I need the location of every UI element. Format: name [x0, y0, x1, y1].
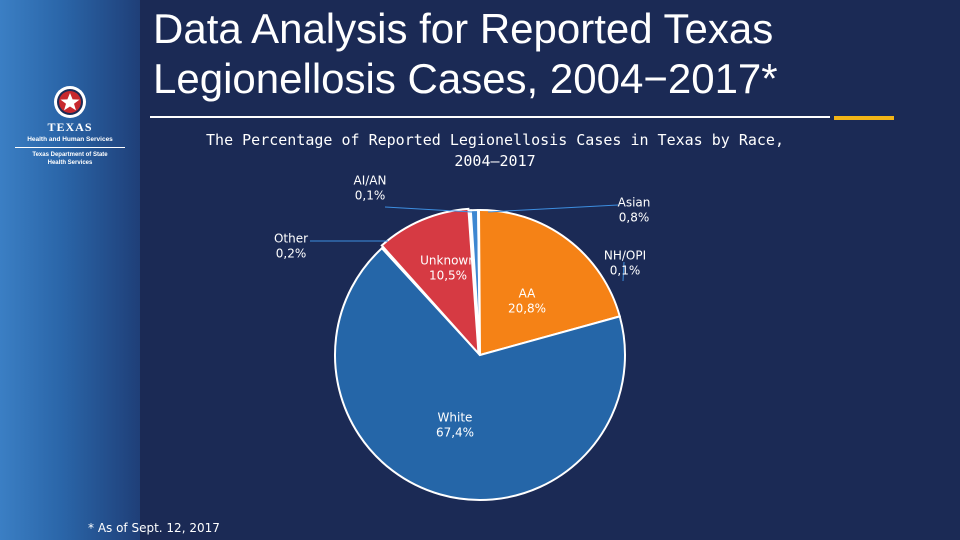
data-label-asian-name: Asian	[618, 196, 651, 210]
data-label-unknown-name: Unknown	[420, 254, 476, 268]
star-seal-icon	[54, 86, 86, 118]
leader-line-asian	[487, 204, 619, 213]
footnote: * As of Sept. 12, 2017	[88, 521, 220, 535]
logo-dshs-text-1: Texas Department of State	[32, 152, 108, 158]
data-label-unknown-value: 10,5%	[429, 269, 467, 283]
slide-title: Data Analysis for Reported Texas Legione…	[153, 5, 778, 102]
data-label-white-value: 67,4%	[436, 426, 474, 440]
logo-texas-text: TEXAS	[47, 120, 93, 134]
data-label-aa-value: 20,8%	[508, 302, 546, 316]
leader-lines	[310, 204, 625, 282]
data-label-other-name: Other	[274, 232, 308, 246]
data-label-white-name: White	[438, 411, 473, 425]
data-label-ai-an-name: AI/AN	[354, 174, 387, 188]
data-label-asian-value: 0,8%	[619, 211, 650, 225]
title-rule	[150, 116, 830, 118]
data-label-nh-opi-name: NH/OPI	[604, 249, 646, 263]
leader-line-nh-opi	[622, 261, 625, 282]
data-label-aa-name: AA	[519, 287, 537, 301]
data-label-nh-opi-value: 0,1%	[610, 264, 641, 278]
logo-hhs-text: Health and Human Services	[27, 136, 113, 143]
logo-divider	[15, 147, 125, 148]
data-label-other-value: 0,2%	[276, 247, 307, 261]
title-accent-rule	[834, 116, 894, 120]
sidebar-panel: TEXAS Health and Human Services Texas De…	[0, 0, 140, 540]
pie-slices	[334, 207, 626, 501]
texas-hhs-logo: TEXAS Health and Human Services Texas De…	[10, 84, 130, 167]
pie-slice-unknown	[380, 207, 480, 357]
logo-dshs-text-2: Health Services	[47, 160, 93, 166]
data-labels: AI/AN0,1% Asian0,8%NH/OPI0,1%AA20,8%White…	[274, 174, 650, 440]
leader-line-ai-an	[384, 206, 473, 213]
pie-slice-white	[334, 246, 626, 501]
chart-title: The Percentage of Reported Legionellosis…	[206, 131, 784, 170]
data-label-ai-an-value: 0,1%	[355, 189, 386, 203]
